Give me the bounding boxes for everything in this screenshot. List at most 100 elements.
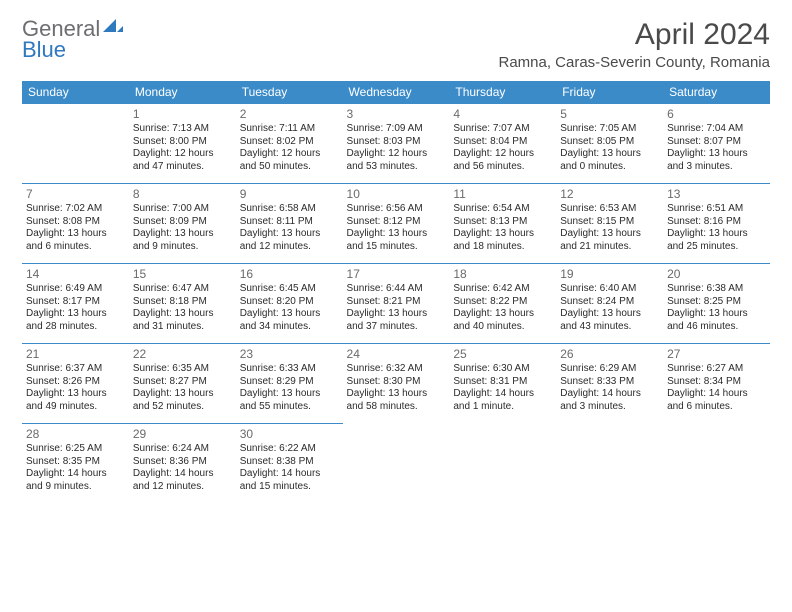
calendar-cell — [22, 104, 129, 184]
cell-line: Sunset: 8:25 PM — [667, 296, 766, 309]
cell-line: Sunrise: 7:04 AM — [667, 123, 766, 136]
cell-line: and 53 minutes. — [347, 161, 446, 174]
cell-line: Sunrise: 6:58 AM — [240, 203, 339, 216]
calendar-cell: 14Sunrise: 6:49 AMSunset: 8:17 PMDayligh… — [22, 264, 129, 344]
cell-line: Sunrise: 6:24 AM — [133, 443, 232, 456]
calendar-cell: 10Sunrise: 6:56 AMSunset: 8:12 PMDayligh… — [343, 184, 450, 264]
cell-line: Sunrise: 6:45 AM — [240, 283, 339, 296]
day-header: Wednesday — [343, 81, 450, 104]
calendar-cell: 28Sunrise: 6:25 AMSunset: 8:35 PMDayligh… — [22, 424, 129, 504]
cell-line: Sunrise: 6:29 AM — [560, 363, 659, 376]
calendar-cell: 15Sunrise: 6:47 AMSunset: 8:18 PMDayligh… — [129, 264, 236, 344]
calendar-week-row: 1Sunrise: 7:13 AMSunset: 8:00 PMDaylight… — [22, 104, 770, 184]
calendar-cell: 24Sunrise: 6:32 AMSunset: 8:30 PMDayligh… — [343, 344, 450, 424]
cell-line: and 25 minutes. — [667, 241, 766, 254]
logo: General Blue — [22, 18, 124, 61]
cell-line: and 40 minutes. — [453, 321, 552, 334]
cell-line: Sunrise: 7:02 AM — [26, 203, 125, 216]
day-number: 19 — [560, 267, 659, 282]
logo-mark-icon — [102, 18, 124, 45]
cell-line: and 0 minutes. — [560, 161, 659, 174]
cell-line: Daylight: 13 hours — [26, 388, 125, 401]
cell-line: Sunset: 8:21 PM — [347, 296, 446, 309]
cell-line: Sunrise: 6:56 AM — [347, 203, 446, 216]
day-number: 1 — [133, 107, 232, 122]
cell-line: Sunrise: 6:54 AM — [453, 203, 552, 216]
cell-line: Sunrise: 6:47 AM — [133, 283, 232, 296]
calendar-cell — [449, 424, 556, 504]
cell-line: and 46 minutes. — [667, 321, 766, 334]
calendar-cell: 16Sunrise: 6:45 AMSunset: 8:20 PMDayligh… — [236, 264, 343, 344]
cell-line: and 9 minutes. — [133, 241, 232, 254]
cell-line: Sunrise: 6:49 AM — [26, 283, 125, 296]
cell-line: Sunrise: 6:51 AM — [667, 203, 766, 216]
cell-line: Daylight: 13 hours — [560, 228, 659, 241]
cell-line: Sunrise: 6:33 AM — [240, 363, 339, 376]
calendar-cell: 13Sunrise: 6:51 AMSunset: 8:16 PMDayligh… — [663, 184, 770, 264]
cell-line: Daylight: 13 hours — [133, 228, 232, 241]
cell-line: Daylight: 13 hours — [453, 308, 552, 321]
day-number: 23 — [240, 347, 339, 362]
cell-line: Daylight: 13 hours — [347, 388, 446, 401]
calendar-week-row: 14Sunrise: 6:49 AMSunset: 8:17 PMDayligh… — [22, 264, 770, 344]
calendar-cell: 26Sunrise: 6:29 AMSunset: 8:33 PMDayligh… — [556, 344, 663, 424]
cell-line: Sunset: 8:12 PM — [347, 216, 446, 229]
cell-line: Daylight: 13 hours — [240, 388, 339, 401]
cell-line: Daylight: 12 hours — [133, 148, 232, 161]
cell-line: Daylight: 14 hours — [133, 468, 232, 481]
day-number: 14 — [26, 267, 125, 282]
cell-line: Daylight: 13 hours — [240, 308, 339, 321]
cell-line: Sunset: 8:30 PM — [347, 376, 446, 389]
cell-line: Sunrise: 7:00 AM — [133, 203, 232, 216]
day-number: 9 — [240, 187, 339, 202]
cell-line: Daylight: 13 hours — [133, 388, 232, 401]
day-number: 27 — [667, 347, 766, 362]
cell-line: Daylight: 13 hours — [26, 228, 125, 241]
cell-line: Daylight: 13 hours — [560, 148, 659, 161]
day-header: Tuesday — [236, 81, 343, 104]
calendar-cell: 29Sunrise: 6:24 AMSunset: 8:36 PMDayligh… — [129, 424, 236, 504]
cell-line: Daylight: 12 hours — [453, 148, 552, 161]
cell-line: Sunset: 8:26 PM — [26, 376, 125, 389]
calendar-cell: 12Sunrise: 6:53 AMSunset: 8:15 PMDayligh… — [556, 184, 663, 264]
cell-line: and 31 minutes. — [133, 321, 232, 334]
calendar-cell: 19Sunrise: 6:40 AMSunset: 8:24 PMDayligh… — [556, 264, 663, 344]
cell-line: Sunset: 8:22 PM — [453, 296, 552, 309]
cell-line: Sunset: 8:31 PM — [453, 376, 552, 389]
cell-line: and 58 minutes. — [347, 401, 446, 414]
cell-line: and 37 minutes. — [347, 321, 446, 334]
calendar-cell: 5Sunrise: 7:05 AMSunset: 8:05 PMDaylight… — [556, 104, 663, 184]
cell-line: and 12 minutes. — [133, 481, 232, 494]
day-number: 11 — [453, 187, 552, 202]
day-number: 3 — [347, 107, 446, 122]
day-number: 6 — [667, 107, 766, 122]
calendar-cell — [663, 424, 770, 504]
cell-line: Sunset: 8:16 PM — [667, 216, 766, 229]
day-header: Friday — [556, 81, 663, 104]
cell-line: Sunset: 8:18 PM — [133, 296, 232, 309]
cell-line: and 3 minutes. — [560, 401, 659, 414]
calendar-cell: 4Sunrise: 7:07 AMSunset: 8:04 PMDaylight… — [449, 104, 556, 184]
calendar-cell: 6Sunrise: 7:04 AMSunset: 8:07 PMDaylight… — [663, 104, 770, 184]
calendar-cell: 17Sunrise: 6:44 AMSunset: 8:21 PMDayligh… — [343, 264, 450, 344]
cell-line: and 43 minutes. — [560, 321, 659, 334]
calendar-cell: 8Sunrise: 7:00 AMSunset: 8:09 PMDaylight… — [129, 184, 236, 264]
cell-line: Daylight: 13 hours — [347, 308, 446, 321]
cell-line: Sunset: 8:17 PM — [26, 296, 125, 309]
cell-line: Daylight: 14 hours — [667, 388, 766, 401]
cell-line: Daylight: 13 hours — [26, 308, 125, 321]
cell-line: Sunset: 8:05 PM — [560, 136, 659, 149]
cell-line: Daylight: 13 hours — [667, 308, 766, 321]
day-number: 25 — [453, 347, 552, 362]
cell-line: and 55 minutes. — [240, 401, 339, 414]
cell-line: Sunset: 8:36 PM — [133, 456, 232, 469]
cell-line: Sunset: 8:27 PM — [133, 376, 232, 389]
cell-line: Daylight: 14 hours — [240, 468, 339, 481]
cell-line: and 21 minutes. — [560, 241, 659, 254]
cell-line: Sunset: 8:07 PM — [667, 136, 766, 149]
day-number: 22 — [133, 347, 232, 362]
cell-line: Sunrise: 6:44 AM — [347, 283, 446, 296]
day-number: 29 — [133, 427, 232, 442]
cell-line: Sunrise: 6:53 AM — [560, 203, 659, 216]
calendar-cell: 1Sunrise: 7:13 AMSunset: 8:00 PMDaylight… — [129, 104, 236, 184]
